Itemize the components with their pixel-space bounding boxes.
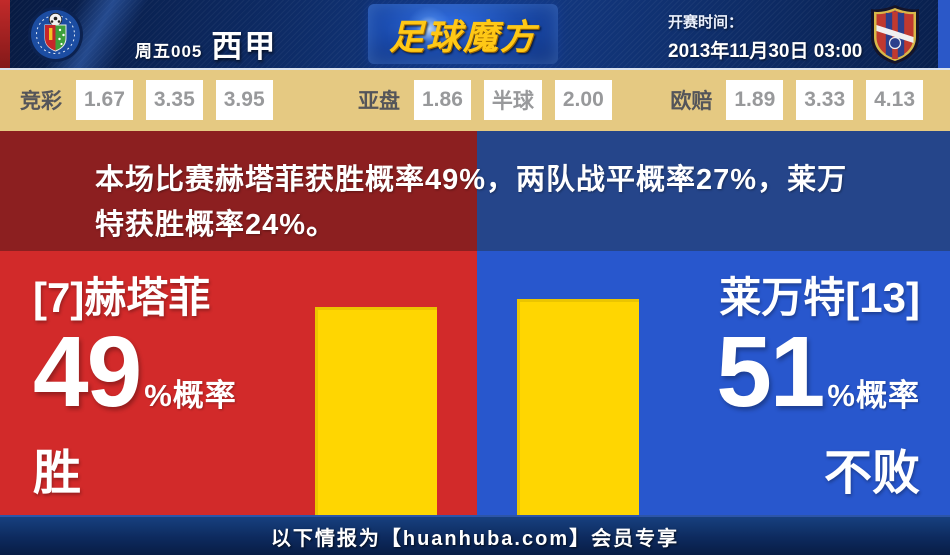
match-number-label: 周五005 (135, 42, 203, 61)
kickoff-time: 2013年11月30日 03:00 (668, 41, 863, 62)
yapan-handicap: 半球 (483, 80, 542, 120)
footer-bar: 以下情报为【huanhuba.com】会员专享 (0, 515, 950, 555)
oupei-label: 欧赔 (670, 90, 713, 113)
home-probability-bar (315, 307, 437, 515)
jingcai-label: 竞彩 (20, 90, 62, 113)
away-probability-row: 51 %概率 (630, 321, 920, 423)
match-title: 周五005 西甲 (135, 21, 277, 66)
probability-summary: 本场比赛赫塔菲获胜概率49%，两队战平概率27%，莱万 特获胜概率24%。 (95, 158, 895, 248)
probability-summary-line1: 本场比赛赫塔菲获胜概率49%，两队战平概率27%，莱万 (95, 164, 848, 196)
getafe-crest-icon (27, 6, 84, 68)
oupei-odd-away: 4.13 (866, 80, 923, 120)
levante-crest-icon (866, 3, 924, 68)
kickoff-info: 开赛时间： 2013年11月30日 03:00 (668, 11, 862, 63)
away-probability-suffix: %概率 (827, 378, 920, 413)
brand-logo-text: 足球魔方 (388, 17, 537, 57)
away-outcome-label: 不败 (823, 447, 920, 500)
odds-bar: 竞彩 1.67 3.35 3.95 亚盘 1.86 半球 2.00 欧赔 1.8… (0, 70, 950, 131)
jingcai-odd-away: 3.95 (215, 80, 273, 120)
home-probability-row: 49 %概率 (33, 321, 303, 423)
probability-banner: 本场比赛赫塔菲获胜概率49%，两队战平概率27%，莱万 特获胜概率24%。 (0, 131, 950, 251)
oupei-odd-draw: 3.33 (796, 80, 854, 120)
home-probability-suffix: %概率 (144, 378, 237, 413)
league-title: 西甲 (211, 29, 278, 64)
home-outcome-label: 胜 (33, 447, 82, 500)
oupei-odd-home: 1.89 (726, 80, 784, 120)
odds-group-oupei: 欧赔 1.89 3.33 4.13 (670, 80, 923, 120)
away-team-name: 莱万特[13] (719, 274, 920, 321)
yapan-label: 亚盘 (358, 90, 400, 113)
comparison-panel: [7]赫塔菲 49 %概率 胜 莱万特[13] 51 %概率 不败 (0, 251, 950, 515)
banner-red-half (0, 131, 477, 251)
yapan-away-odds: 2.00 (554, 80, 612, 120)
kickoff-label: 开赛时间： (668, 14, 744, 31)
footer-notice: 以下情报为【huanhuba.com】会员专享 (270, 527, 680, 550)
yapan-home-odds: 1.86 (414, 80, 471, 120)
left-edge-strip (0, 0, 10, 68)
brand-logo: 足球魔方 (368, 4, 558, 64)
brand-light-burst (406, 6, 452, 52)
right-edge-strip (938, 0, 950, 68)
header-separator (0, 68, 950, 70)
header: 周五005 西甲 足球魔方 开赛时间： 2013年11月30日 03:00 (0, 0, 950, 68)
odds-group-jingcai: 竞彩 1.67 3.35 3.95 (20, 80, 273, 120)
odds-group-yapan: 亚盘 1.86 半球 2.00 (358, 80, 612, 120)
away-probability-value: 51 (716, 316, 825, 428)
jingcai-odd-home: 1.67 (76, 80, 133, 120)
banner-blue-half (477, 131, 950, 251)
home-team-name: [7]赫塔菲 (33, 274, 211, 321)
jingcai-odd-draw: 3.35 (145, 80, 203, 120)
home-probability-value: 49 (33, 316, 142, 428)
away-probability-bar (517, 299, 639, 515)
probability-summary-line2: 特获胜概率24%。 (95, 209, 337, 241)
